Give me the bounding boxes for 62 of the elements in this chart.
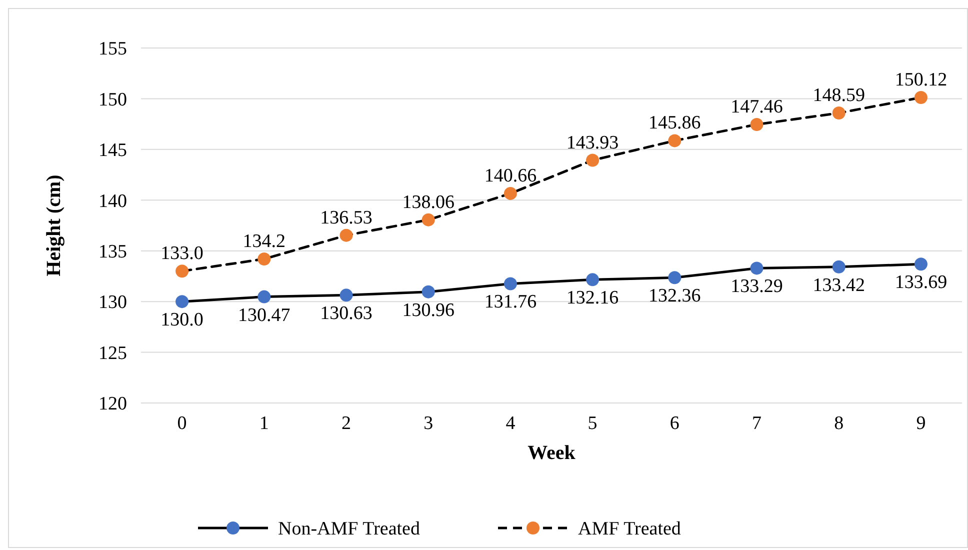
y-tick-label: 120 xyxy=(98,394,127,415)
data-label: 134.2 xyxy=(242,230,286,252)
x-axis-title: Week xyxy=(528,442,576,464)
data-label: 133.0 xyxy=(160,243,204,264)
point xyxy=(176,295,189,308)
data-label: 130.63 xyxy=(320,303,372,324)
data-label: 148.59 xyxy=(812,85,865,106)
legend-label: AMF Treated xyxy=(578,518,682,540)
point xyxy=(586,154,600,167)
x-tick-label: 8 xyxy=(834,413,844,434)
y-tick-label: 125 xyxy=(98,342,127,364)
data-label: 133.29 xyxy=(730,276,783,298)
point xyxy=(340,288,353,302)
y-tick-label: 155 xyxy=(98,38,127,60)
y-tick-label: 145 xyxy=(98,140,127,162)
data-label: 143.93 xyxy=(566,132,619,154)
data-label: 132.16 xyxy=(566,288,619,309)
x-tick-label: 1 xyxy=(259,413,269,434)
data-label: 133.69 xyxy=(894,272,948,294)
x-tick-label: 9 xyxy=(916,413,926,434)
point xyxy=(586,273,600,286)
y-tick-label: 150 xyxy=(98,89,127,110)
point xyxy=(832,106,846,120)
y-axis-title: Height (cm) xyxy=(43,174,65,276)
data-label: 132.36 xyxy=(648,286,701,307)
point xyxy=(914,90,928,104)
point xyxy=(750,118,764,131)
point xyxy=(914,258,928,271)
data-label: 136.53 xyxy=(320,207,372,228)
point xyxy=(750,262,764,275)
point xyxy=(340,228,353,242)
x-tick-label: 5 xyxy=(588,413,598,434)
y-tick-label: 135 xyxy=(98,242,127,263)
point xyxy=(176,264,189,278)
data-label: 145.86 xyxy=(648,112,701,134)
x-tick-label: 0 xyxy=(177,413,187,434)
y-tick-label: 140 xyxy=(98,190,127,212)
x-tick-label: 2 xyxy=(342,413,351,434)
point xyxy=(258,290,271,304)
point xyxy=(504,186,517,200)
point xyxy=(832,260,846,274)
data-label: 130.96 xyxy=(402,300,454,321)
data-label: 150.12 xyxy=(894,69,948,90)
point xyxy=(422,285,435,298)
legend-label: Non-AMF Treated xyxy=(278,518,420,540)
point xyxy=(504,277,517,290)
y-tick-label: 130 xyxy=(98,292,127,314)
x-tick-label: 4 xyxy=(506,413,516,434)
point xyxy=(258,252,271,266)
point xyxy=(668,134,682,148)
x-tick-label: 6 xyxy=(670,413,680,434)
data-label: 140.66 xyxy=(484,165,537,186)
data-label: 138.06 xyxy=(402,192,454,213)
point xyxy=(668,271,682,284)
data-label: 131.76 xyxy=(484,292,537,313)
x-tick-label: 3 xyxy=(424,413,434,434)
data-label: 130.0 xyxy=(160,310,204,331)
data-label: 147.46 xyxy=(730,96,783,118)
point xyxy=(422,213,435,226)
x-tick-label: 7 xyxy=(752,413,762,434)
data-label: 133.42 xyxy=(812,274,865,296)
data-label: 130.47 xyxy=(238,304,290,326)
